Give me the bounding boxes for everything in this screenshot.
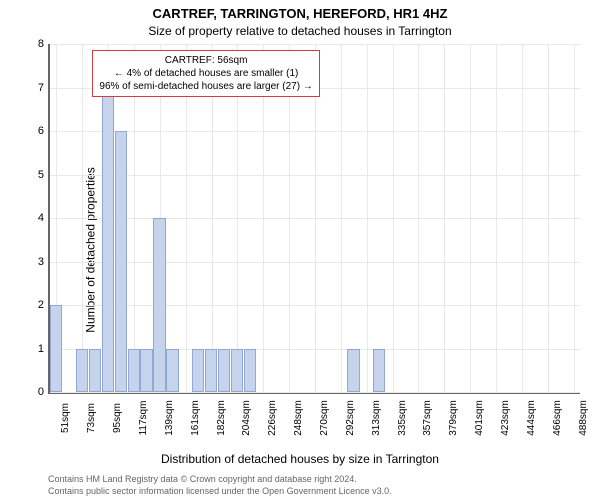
bar	[218, 349, 230, 393]
bar	[373, 349, 385, 393]
bar	[231, 349, 243, 393]
x-tick: 401sqm	[470, 400, 485, 436]
x-tick: 335sqm	[393, 400, 408, 436]
y-tick: 4	[38, 212, 50, 224]
callout-line2: ← 4% of detached houses are smaller (1)	[99, 67, 312, 80]
bar	[205, 349, 217, 393]
gridline-v	[574, 44, 575, 392]
page-title: CARTREF, TARRINGTON, HEREFORD, HR1 4HZ	[0, 6, 600, 21]
x-tick: 292sqm	[341, 400, 356, 436]
gridline-h	[50, 392, 580, 393]
gridline-v	[418, 44, 419, 392]
credits-line1: Contains HM Land Registry data © Crown c…	[48, 474, 357, 484]
gridline-v	[341, 44, 342, 392]
y-tick: 1	[38, 343, 50, 355]
y-tick: 0	[38, 386, 50, 398]
x-tick: 379sqm	[444, 400, 459, 436]
bar	[140, 349, 152, 393]
x-tick: 95sqm	[108, 403, 123, 433]
x-tick: 313sqm	[367, 400, 382, 436]
credits-line2: Contains public sector information licen…	[48, 486, 392, 496]
x-tick: 444sqm	[522, 400, 537, 436]
x-tick: 248sqm	[289, 400, 304, 436]
callout-line1: CARTREF: 56sqm	[99, 54, 312, 67]
gridline-v	[82, 44, 83, 392]
gridline-v	[496, 44, 497, 392]
y-tick: 5	[38, 169, 50, 181]
x-tick: 270sqm	[315, 400, 330, 436]
gridline-v	[470, 44, 471, 392]
bar	[166, 349, 178, 393]
x-tick: 73sqm	[82, 403, 97, 433]
x-tick: 161sqm	[186, 400, 201, 436]
x-tick: 139sqm	[160, 400, 175, 436]
bar	[347, 349, 359, 393]
gridline-v	[444, 44, 445, 392]
x-axis-label: Distribution of detached houses by size …	[0, 452, 600, 466]
page-subtitle: Size of property relative to detached ho…	[0, 24, 600, 38]
bar	[102, 88, 114, 393]
x-tick: 117sqm	[134, 401, 149, 436]
bar	[115, 131, 127, 392]
y-tick: 6	[38, 125, 50, 137]
gridline-v	[548, 44, 549, 392]
x-tick: 226sqm	[263, 400, 278, 436]
y-tick: 7	[38, 82, 50, 94]
x-tick: 423sqm	[496, 400, 511, 436]
bar	[76, 349, 88, 393]
bar	[128, 349, 140, 393]
x-tick: 488sqm	[574, 400, 589, 436]
gridline-v	[393, 44, 394, 392]
bar	[244, 349, 256, 393]
bar	[192, 349, 204, 393]
bar	[89, 349, 101, 393]
x-tick: 466sqm	[548, 400, 563, 436]
y-tick: 3	[38, 256, 50, 268]
x-tick: 357sqm	[418, 400, 433, 436]
x-tick: 51sqm	[56, 403, 71, 433]
gridline-v	[522, 44, 523, 392]
bar	[50, 305, 62, 392]
y-tick: 8	[38, 38, 50, 50]
y-tick: 2	[38, 299, 50, 311]
bar	[153, 218, 165, 392]
x-tick: 182sqm	[212, 400, 227, 436]
callout-line3: 96% of semi-detached houses are larger (…	[99, 80, 312, 93]
callout-box: CARTREF: 56sqm ← 4% of detached houses a…	[92, 50, 319, 97]
gridline-v	[367, 44, 368, 392]
x-tick: 204sqm	[237, 400, 252, 436]
chart-plot-area: 01234567851sqm73sqm95sqm117sqm139sqm161s…	[48, 44, 580, 394]
